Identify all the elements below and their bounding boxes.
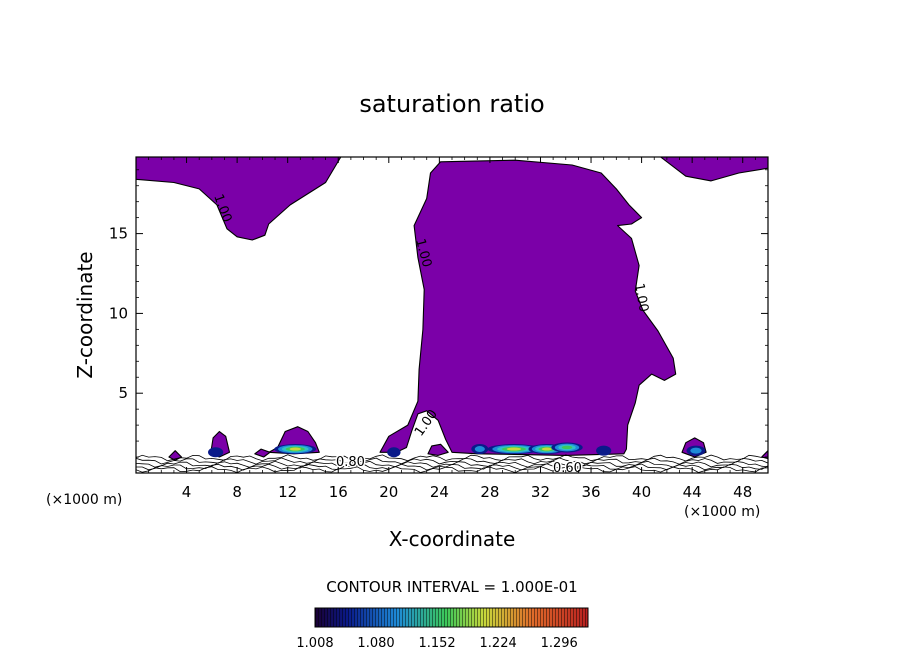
colorbar-tick-label: 1.008 xyxy=(296,636,333,651)
supersaturation-spot xyxy=(274,444,317,455)
colorbar-tick-label: 1.152 xyxy=(418,636,455,651)
x-tick-label: 36 xyxy=(581,483,600,501)
x-axis-label: X-coordinate xyxy=(389,527,516,551)
spot-level xyxy=(387,447,401,458)
contour-label: 0.60 xyxy=(553,461,582,476)
surface-contour-line xyxy=(136,457,768,465)
colorbar-tick-label: 1.296 xyxy=(541,636,578,651)
contour-interval-label: CONTOUR INTERVAL = 1.000E-01 xyxy=(326,578,577,596)
x-axis-ticks: 4 8 12 16 20 24 28 32 36 40 44 48 xyxy=(148,157,756,501)
cloud-region-blob-9 xyxy=(254,448,271,458)
contour-label: 1.00 xyxy=(412,237,434,269)
cloud-region-blob-24 xyxy=(427,443,449,456)
spot-level xyxy=(541,447,552,451)
colorbar-tick-label: 1.080 xyxy=(357,636,394,651)
y-tick-label: 5 xyxy=(118,384,128,402)
x-tick-label: 12 xyxy=(278,483,297,501)
supersaturation-spot xyxy=(387,447,401,458)
x-tick-label: 32 xyxy=(531,483,550,501)
surface-contour-line xyxy=(136,454,768,462)
contour-label: 0.80 xyxy=(336,455,365,470)
plot-area xyxy=(136,157,768,473)
cloud-region-top-right-lobe xyxy=(660,157,768,182)
contour-label: 1.00 xyxy=(631,282,651,313)
y-tick-label: 15 xyxy=(109,225,128,243)
spot-level xyxy=(596,445,612,456)
x-tick-label: 16 xyxy=(329,483,348,501)
spot-level xyxy=(208,447,224,458)
supersaturation-spot xyxy=(487,444,541,455)
x-tick-label: 28 xyxy=(480,483,499,501)
spot-level xyxy=(690,447,702,454)
colorbar-stripes xyxy=(315,608,588,627)
x-tick-label: 24 xyxy=(430,483,449,501)
x-tick-label: 48 xyxy=(733,483,752,501)
spot-level xyxy=(561,445,573,450)
cloud-region-top-left-lobe xyxy=(136,157,342,241)
x-tick-label: 44 xyxy=(683,483,702,501)
supersaturation-spot xyxy=(686,445,706,456)
chart-title: saturation ratio xyxy=(359,90,544,118)
colorbar-tick-label: 1.224 xyxy=(480,636,517,651)
spot-level xyxy=(289,447,302,451)
surface-contour-line xyxy=(136,466,768,473)
cloud-regions xyxy=(136,157,768,461)
x-tick-label: 40 xyxy=(632,483,651,501)
supersaturation-spot xyxy=(208,447,224,458)
supersaturation-spot xyxy=(596,445,612,456)
y-axis-ticks: 5 10 15 xyxy=(109,169,768,458)
x-axis-unit-label-right: (×1000 m) xyxy=(684,504,760,520)
x-axis-unit-label-left: (×1000 m) xyxy=(46,492,122,508)
y-tick-label: 10 xyxy=(109,304,128,322)
supersaturation-spots xyxy=(208,442,706,458)
spot-level xyxy=(506,447,522,451)
colorbar-tick-labels: 1.008 1.080 1.152 1.224 1.296 xyxy=(296,636,577,651)
colorbar-frame xyxy=(314,607,589,628)
x-tick-label: 8 xyxy=(232,483,242,501)
colorbar: 1.008 1.080 1.152 1.224 1.296 xyxy=(296,607,589,651)
x-tick-label: 4 xyxy=(182,483,192,501)
supersaturation-spot xyxy=(551,442,583,453)
surface-contour-lines xyxy=(136,454,768,473)
supersaturation-spot xyxy=(471,444,489,455)
surface-contour-line xyxy=(136,463,768,471)
cloud-region-blob-50 xyxy=(761,450,768,460)
cloud-region-main-cloud xyxy=(379,159,677,456)
y-axis-label: Z-coordinate xyxy=(73,251,97,378)
spot-level xyxy=(474,446,485,453)
x-tick-label: 20 xyxy=(379,483,398,501)
